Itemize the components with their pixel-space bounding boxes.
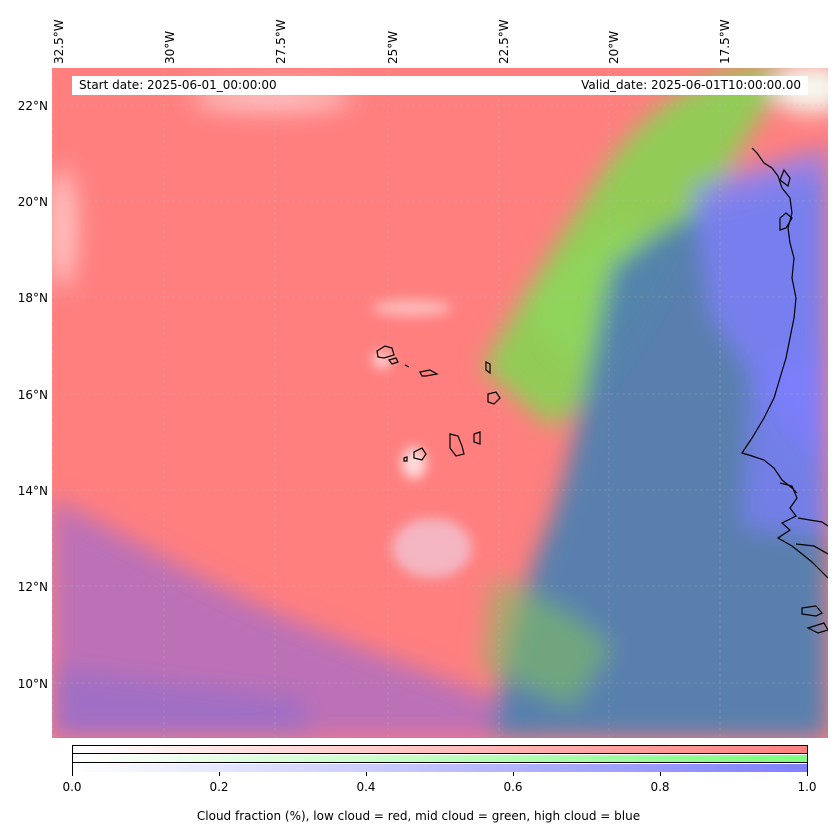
island-fogo: [413, 447, 427, 461]
colorbar-tick-0-4: 0.4: [356, 780, 376, 794]
island-santo-antao: [376, 345, 395, 359]
mixed-cloud-band: [52, 498, 522, 738]
lat-label-18n: 18°N: [17, 291, 48, 305]
island-sao-nicolau: [419, 369, 439, 377]
lon-label-20w: 20°W: [607, 30, 621, 64]
colorbar-tick-0-8: 0.8: [650, 780, 670, 794]
lon-label-22-5w: 22.5°W: [497, 19, 511, 64]
date-header: Start date: 2025-06-01_00:00:00 Valid_da…: [72, 76, 808, 95]
lat-label-22n: 22°N: [17, 99, 48, 113]
lat-label-16n: 16°N: [17, 388, 48, 402]
island-sal: [485, 361, 491, 375]
island-sao-vicente: [387, 357, 399, 365]
colorbar-label: Cloud fraction (%), low cloud = red, mid…: [196, 809, 641, 823]
lat-label-14n: 14°N: [17, 484, 48, 498]
colorbar-tick-0-0: 0.0: [62, 780, 82, 794]
lon-label-27-5w: 27.5°W: [274, 19, 288, 64]
coastline: [741, 147, 828, 634]
island-maio: [473, 431, 481, 445]
lon-label-32-5w: 32.5°W: [52, 19, 66, 64]
colorbar-tick-0-2: 0.2: [209, 780, 229, 794]
colorbar-tickmark: [513, 772, 514, 776]
graticule: [52, 68, 828, 738]
island-brava: [403, 456, 408, 462]
colorbar-mid-cloud: [73, 755, 807, 763]
colorbar-high-cloud: [73, 764, 807, 772]
cloud-fraction-map: [52, 68, 828, 738]
island-boa-vista: [487, 391, 501, 405]
colorbar: [72, 745, 808, 772]
lon-label-30w: 30°W: [163, 30, 177, 64]
colorbar-tickmark: [72, 772, 73, 776]
colorbar-tickmark: [366, 772, 367, 776]
colorbar-tick-1-0: 1.0: [797, 780, 817, 794]
lon-label-17-5w: 17.5°W: [718, 19, 732, 64]
island-santa-luzia: [404, 364, 410, 368]
map-canvas: [52, 68, 828, 738]
colorbar-tickmark: [660, 772, 661, 776]
colorbar-tick-0-6: 0.6: [503, 780, 523, 794]
colorbar-tickmark: [219, 772, 220, 776]
start-date-text: Start date: 2025-06-01_00:00:00: [79, 78, 277, 92]
lat-label-10n: 10°N: [17, 677, 48, 691]
colorbar-tickmark: [807, 772, 808, 776]
cape-verde-islands: [376, 345, 501, 462]
colorbar-low-cloud: [73, 746, 807, 754]
valid-date-text: Valid_date: 2025-06-01T10:00:00.00: [581, 78, 801, 92]
lon-label-25w: 25°W: [386, 30, 400, 64]
lat-label-12n: 12°N: [17, 580, 48, 594]
lat-label-20n: 20°N: [17, 195, 48, 209]
island-santiago: [449, 433, 465, 457]
